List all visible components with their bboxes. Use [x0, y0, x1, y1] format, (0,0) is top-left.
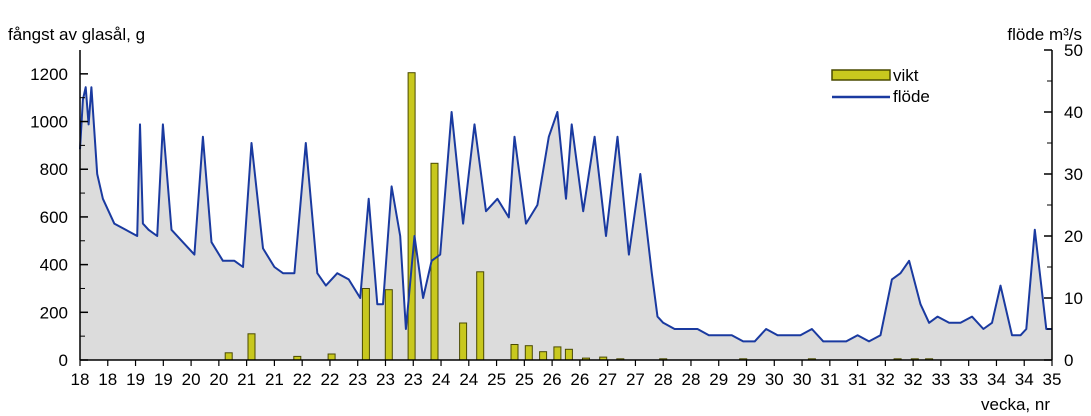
x-tick-label: 20 — [209, 370, 228, 389]
left-tick-label: 200 — [40, 303, 68, 322]
bar-vikt — [224, 352, 233, 361]
x-tick-label: 30 — [793, 370, 812, 389]
bar-vikt — [361, 288, 370, 361]
bar-vikt — [459, 322, 468, 361]
flow-area — [80, 87, 1052, 360]
bar-vikt — [564, 348, 573, 361]
x-tick-label: 22 — [320, 370, 339, 389]
right-tick-label: 30 — [1064, 165, 1083, 184]
left-tick-label: 1000 — [30, 113, 68, 132]
x-tick-label: 28 — [654, 370, 673, 389]
left-tick-label: 600 — [40, 208, 68, 227]
axes-layer — [79, 49, 1053, 366]
right-tick-label: 10 — [1064, 289, 1083, 308]
x-axis-title: vecka, nr — [981, 395, 1050, 414]
x-tick-label: 23 — [404, 370, 423, 389]
x-tick-label: 33 — [959, 370, 978, 389]
x-tick-label: 19 — [126, 370, 145, 389]
x-tick-label: 34 — [1015, 370, 1034, 389]
x-tick-label: 25 — [515, 370, 534, 389]
bar-vikt — [327, 353, 336, 361]
left-tick-label: 1200 — [30, 65, 68, 84]
x-tick-label: 23 — [348, 370, 367, 389]
x-tick-label: 27 — [598, 370, 617, 389]
x-tick-label: 21 — [237, 370, 256, 389]
right-tick-label: 50 — [1064, 41, 1083, 60]
x-tick-label: 23 — [376, 370, 395, 389]
x-tick-label: 20 — [182, 370, 201, 389]
bar-vikt — [524, 345, 533, 361]
x-tick-label: 29 — [709, 370, 728, 389]
x-tick-label: 22 — [293, 370, 312, 389]
x-tick-label: 18 — [98, 370, 117, 389]
legend: vikt flöde — [831, 66, 930, 106]
tick-labels-layer: 0 200 400 600 800 1000 1200 0 10 20 30 40 50 18 18 19 19… — [30, 41, 1083, 389]
flow-line — [79, 86, 1052, 343]
x-tick-label: 18 — [71, 370, 90, 389]
x-tick-label: 29 — [737, 370, 756, 389]
x-tick-label: 30 — [765, 370, 784, 389]
x-tick-label: 21 — [265, 370, 284, 389]
x-tick-label: 26 — [570, 370, 589, 389]
x-tick-label: 19 — [154, 370, 173, 389]
bar-vikt — [407, 72, 416, 361]
x-tick-label: 25 — [487, 370, 506, 389]
left-tick-label: 800 — [40, 160, 68, 179]
x-tick-label: 24 — [432, 370, 451, 389]
x-tick-label: 31 — [820, 370, 839, 389]
x-tick-label: 34 — [987, 370, 1006, 389]
x-tick-label: 33 — [931, 370, 950, 389]
left-axis-title: fångst av glasål, g — [8, 25, 145, 44]
weight-bars-layer — [224, 72, 934, 361]
legend-line-label: flöde — [893, 87, 930, 106]
x-tick-label: 24 — [459, 370, 478, 389]
left-tick-label: 400 — [40, 256, 68, 275]
bar-vikt — [476, 271, 485, 361]
right-axis-title: flöde m³/s — [1007, 25, 1082, 44]
bar-vikt — [553, 346, 562, 361]
bar-vikt — [384, 289, 393, 361]
x-tick-label: 26 — [543, 370, 562, 389]
x-tick-label: 32 — [904, 370, 923, 389]
bar-vikt — [510, 344, 519, 361]
legend-bar-label: vikt — [893, 66, 919, 85]
left-tick-label: 0 — [59, 351, 68, 370]
right-tick-label: 20 — [1064, 227, 1083, 246]
x-tick-label: 31 — [848, 370, 867, 389]
bar-vikt — [247, 333, 256, 361]
x-tick-label: 35 — [1043, 370, 1062, 389]
legend-bar-swatch — [831, 69, 891, 81]
bar-vikt — [539, 351, 548, 361]
x-tick-label: 27 — [626, 370, 645, 389]
right-tick-label: 0 — [1064, 351, 1073, 370]
flow-line-layer — [79, 86, 1052, 343]
right-tick-label: 40 — [1064, 103, 1083, 122]
x-tick-label: 28 — [682, 370, 701, 389]
flow-area-layer — [80, 87, 1052, 360]
x-tick-label: 32 — [876, 370, 895, 389]
